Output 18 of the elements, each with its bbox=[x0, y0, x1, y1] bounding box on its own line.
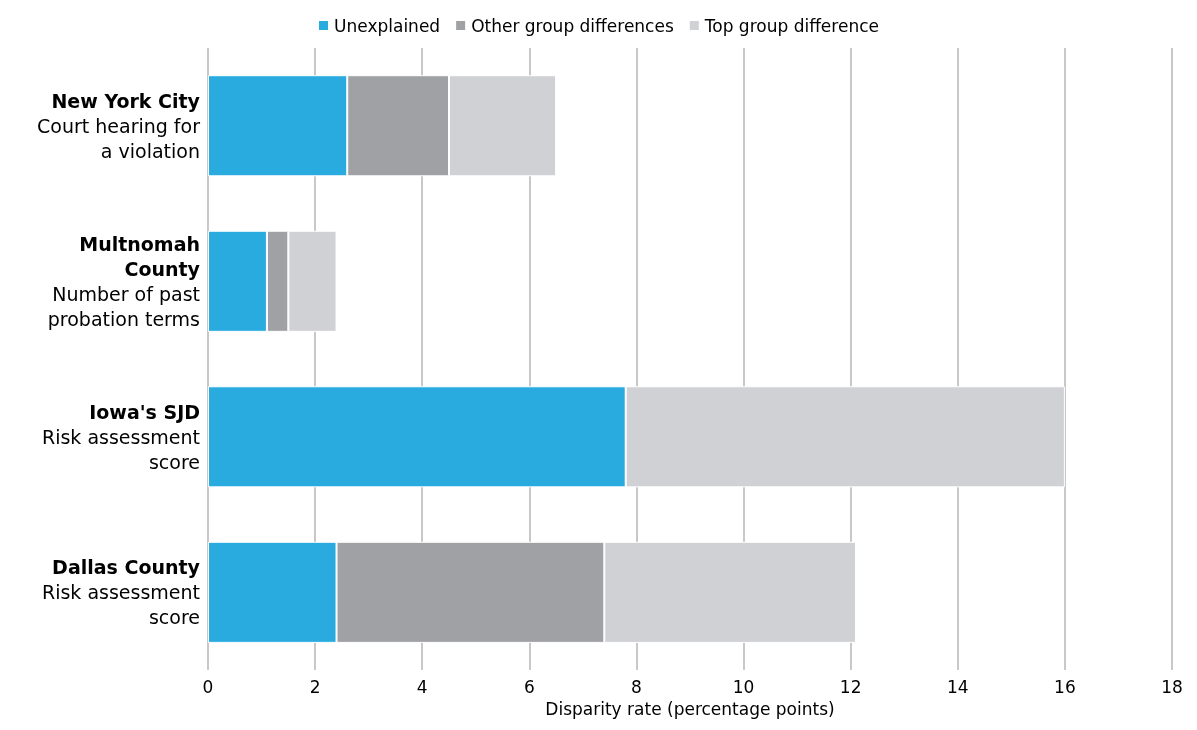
x-tick-label: 0 bbox=[202, 676, 214, 697]
x-tick-label: 16 bbox=[1054, 676, 1076, 697]
y-tick-label: New York City Court hearing for a violation bbox=[37, 89, 201, 162]
x-tick-label: 14 bbox=[946, 676, 969, 697]
x-tick-label: 10 bbox=[732, 676, 755, 697]
x-tick-label: 2 bbox=[309, 676, 321, 697]
x-tick-label: 4 bbox=[416, 676, 428, 697]
y-tick-label: Dallas County Risk assessment score bbox=[41, 556, 201, 629]
legend-label: Unexplained bbox=[334, 15, 441, 36]
y-tick-label: Multnomah County Number of past probation terms bbox=[47, 232, 201, 330]
x-tick-label: 8 bbox=[631, 676, 642, 697]
x-tick-label: 6 bbox=[523, 676, 535, 697]
y-tick-label: Iowa's SJD Risk assessment score bbox=[41, 400, 200, 473]
legend-label: Top group difference bbox=[703, 15, 879, 36]
x-tick-label: 18 bbox=[1161, 676, 1183, 697]
x-tick-label: 12 bbox=[839, 676, 862, 697]
x-axis-title: Disparity rate (percentage points) bbox=[545, 698, 835, 719]
legend-label: Other group differences bbox=[471, 15, 674, 36]
